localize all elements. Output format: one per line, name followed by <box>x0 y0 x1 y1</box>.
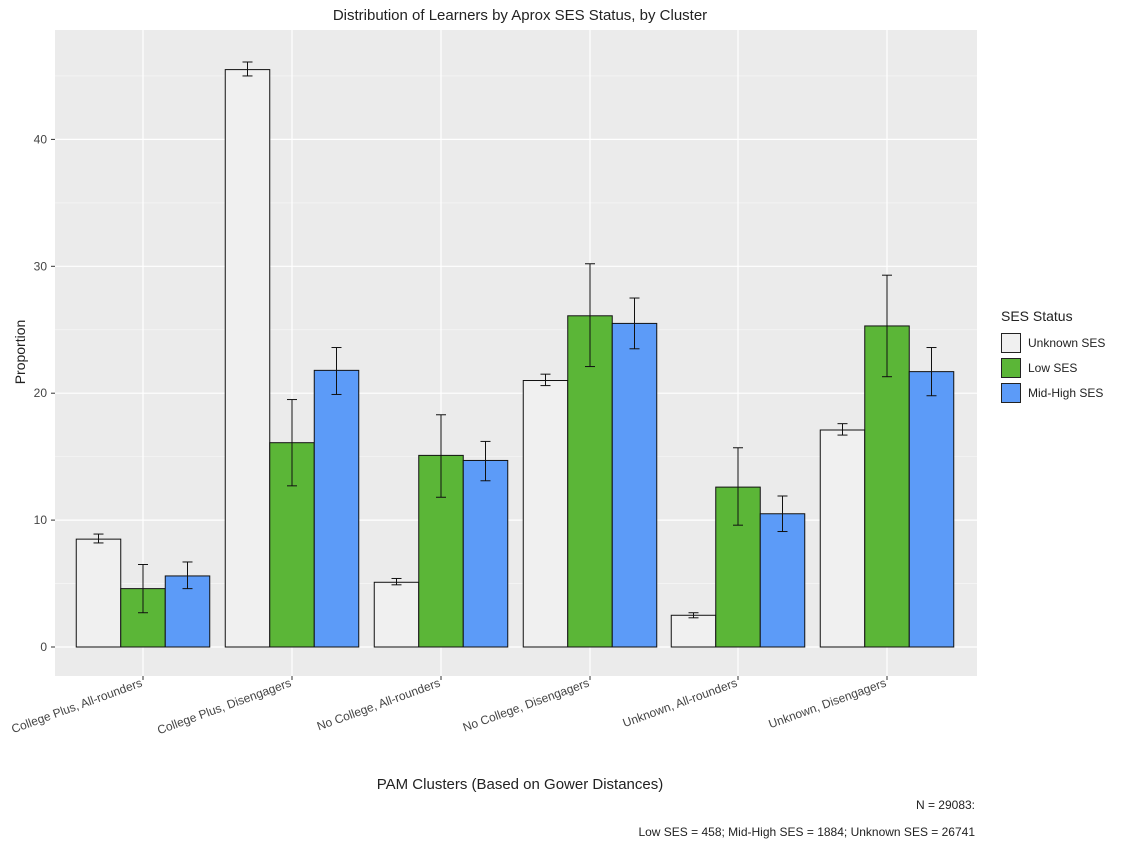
y-tick-label: 0 <box>40 640 47 654</box>
x-tick-label: No College, All-rounders <box>315 676 442 734</box>
y-tick-label: 10 <box>34 513 48 527</box>
bar-unknown-ses-unknown-all-rounders <box>670 614 717 648</box>
legend-title: SES Status <box>1001 308 1073 324</box>
bar-mid-high-ses-unknown-all-rounders <box>759 513 806 648</box>
legend-item-mid-high-ses: Mid-High SES <box>1001 380 1105 405</box>
x-axis-label: PAM Clusters (Based on Gower Distances) <box>376 776 664 793</box>
x-tick-label: No College, Disengagers <box>461 676 591 735</box>
bar-unknown-ses-no-college-disengagers <box>522 380 569 648</box>
bar-mid-high-ses-no-college-all-rounders <box>462 459 509 648</box>
legend-label-low-ses: Low SES <box>1028 360 1078 375</box>
bar-unknown-ses-unknown-disengagers <box>819 429 866 648</box>
caption-breakdown: Low SES = 458; Mid-High SES = 1884; Unkn… <box>638 825 975 839</box>
y-tick-label: 30 <box>34 259 48 273</box>
bar-mid-high-ses-college-plus-disengagers <box>313 369 360 648</box>
chart-title: Distribution of Learners by Aprox SES St… <box>332 7 708 24</box>
bar-mid-high-ses-unknown-disengagers <box>908 371 955 648</box>
legend-key-low-ses <box>1001 357 1021 378</box>
x-tick-label: Unknown, Disengagers <box>767 676 888 732</box>
legend: SES Status Unknown SES Low SES Mid-High … <box>1001 308 1105 405</box>
y-tick-label: 20 <box>34 386 48 400</box>
legend-item-low-ses: Low SES <box>1001 355 1105 380</box>
y-tick-label: 40 <box>34 132 48 146</box>
bar-low-ses-unknown-disengagers <box>864 325 910 648</box>
x-tick-label: College Plus, Disengagers <box>155 676 293 738</box>
y-axis-label: Proportion <box>12 319 28 385</box>
bar-mid-high-ses-no-college-disengagers <box>611 322 658 648</box>
x-tick-label: College Plus, All-rounders <box>9 676 144 736</box>
bar-unknown-ses-no-college-all-rounders <box>373 581 420 648</box>
legend-key-unknown-ses <box>1001 332 1021 353</box>
x-tick-label: Unknown, All-rounders <box>621 676 739 730</box>
bar-unknown-ses-college-plus-all-rounders <box>75 538 122 648</box>
legend-item-unknown-ses: Unknown SES <box>1001 330 1105 355</box>
legend-key-mid-high-ses <box>1001 382 1021 403</box>
legend-label-mid-high-ses: Mid-High SES <box>1028 385 1104 400</box>
legend-label-unknown-ses: Unknown SES <box>1028 335 1106 350</box>
caption-total: N = 29083: <box>915 798 975 812</box>
bar-unknown-ses-college-plus-disengagers <box>224 69 271 648</box>
